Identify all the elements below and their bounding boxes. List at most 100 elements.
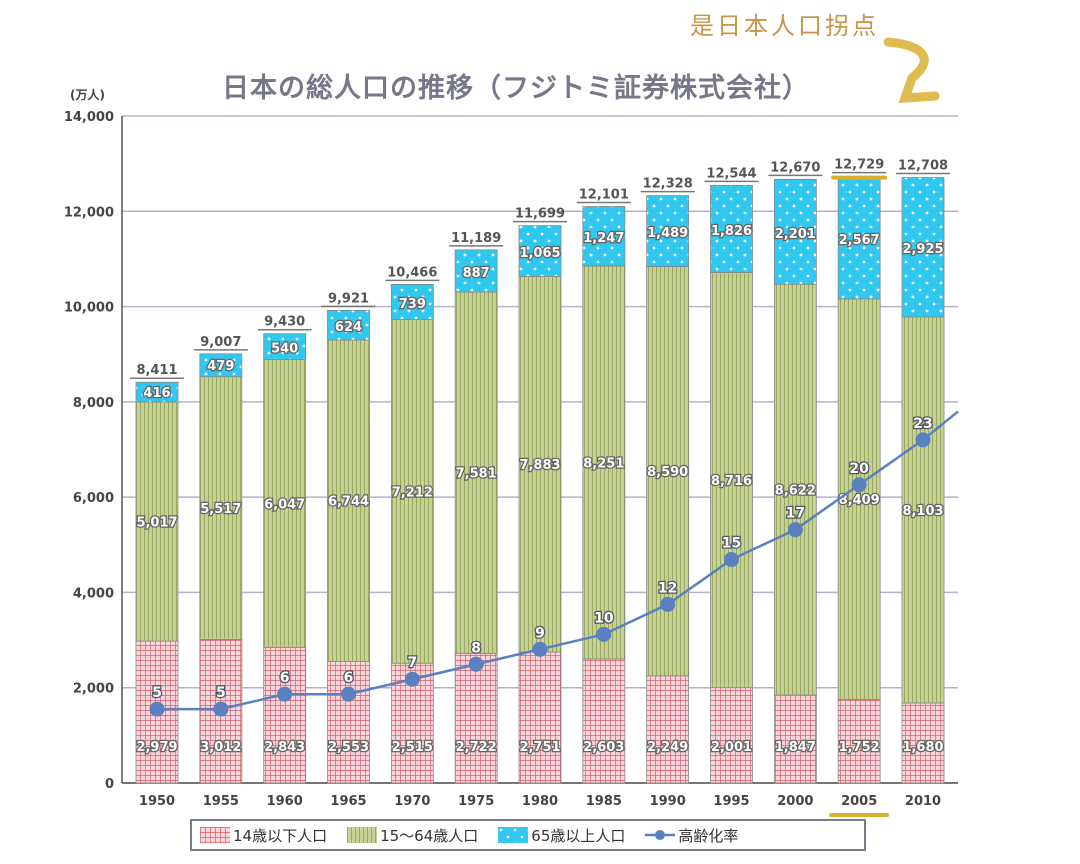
y-tick-label: 2,000 [73, 682, 114, 697]
bar-15-64 [135, 401, 179, 642]
chart-title: 日本の総人口の推移（フジトミ証券株式会社） [222, 73, 810, 104]
rate-label: 9 [535, 625, 545, 641]
legend-item-aging-rate: 高齢化率 [645, 825, 738, 846]
x-tick-label: 1955 [203, 794, 239, 809]
rate-point [724, 552, 739, 568]
data-label: 2,515 [392, 740, 433, 755]
bar-over65 [773, 178, 817, 285]
data-label: 2,001 [711, 740, 752, 755]
x-tick-label: 1965 [330, 794, 366, 809]
data-label: 5,517 [200, 502, 241, 517]
bar-under14 [710, 687, 753, 784]
annotation-arrow-icon [883, 37, 940, 103]
legend-item-over65: 65歳以上人口 [498, 825, 625, 846]
rate-point [277, 686, 293, 702]
legend: 14歳以下人口 15～64歳人口 65歳以上人口 高齢化率 [190, 819, 866, 851]
rate-label: 5 [216, 685, 226, 701]
data-label: 2,722 [456, 740, 497, 755]
bar-under14 [327, 660, 370, 784]
x-tick-label: 2010 [905, 794, 941, 809]
data-label: 2,567 [839, 233, 880, 248]
bar-15-64 [773, 283, 817, 696]
data-label: 2,925 [902, 242, 943, 257]
total-label: 12,729 [834, 158, 884, 173]
data-label: 416 [143, 386, 170, 401]
rate-label: 15 [722, 536, 741, 552]
rate-label: 6 [280, 670, 290, 686]
rate-line [157, 410, 959, 711]
bar-under14 [837, 699, 881, 784]
bar-over65 [646, 195, 690, 267]
bar-over65 [390, 283, 434, 320]
data-label: 8,590 [647, 465, 688, 480]
bar-under14 [582, 658, 626, 784]
total-label: 10,466 [387, 265, 437, 280]
data-label: 1,065 [519, 246, 560, 261]
data-label: 5,017 [136, 516, 177, 531]
data-label: 624 [335, 320, 362, 335]
x-tick-label: 1970 [394, 794, 430, 809]
legend-item-under14: 14歳以下人口 [200, 825, 327, 846]
rate-label: 20 [849, 461, 869, 477]
data-label: 2,603 [583, 740, 624, 755]
data-label: 7,883 [519, 458, 560, 473]
data-label: 7,212 [392, 485, 433, 500]
rate-point [915, 432, 931, 448]
bar-15-64 [199, 376, 243, 640]
x-tick-label: 1950 [139, 794, 175, 809]
data-label: 2,553 [328, 740, 369, 755]
legend-swatch-under14 [200, 827, 230, 843]
data-label: 479 [207, 359, 234, 374]
bar-over65 [263, 333, 307, 360]
bar-15-64 [263, 359, 307, 648]
y-axis-unit: (万人) [70, 88, 105, 102]
x-tick-label: 1980 [522, 794, 558, 809]
bar-15-64 [390, 319, 434, 664]
x-tick-label: 2005 [841, 794, 877, 809]
data-label: 1,826 [711, 224, 752, 239]
data-label: 3,012 [200, 740, 241, 755]
rate-label: 23 [913, 416, 932, 432]
data-label: 540 [271, 342, 298, 357]
total-label: 12,708 [898, 159, 948, 174]
bar-over65 [837, 176, 881, 300]
total-label: 8,411 [136, 363, 177, 378]
bar-over65 [901, 177, 945, 318]
total-label: 9,430 [264, 315, 305, 330]
total-label: 12,328 [643, 177, 693, 192]
data-label: 1,752 [839, 740, 880, 755]
x-tick-label: 1990 [650, 794, 686, 809]
bar-under14 [646, 675, 690, 784]
y-tick-label: 8,000 [73, 396, 114, 411]
bar-over65 [518, 225, 562, 277]
data-label: 7,581 [456, 467, 497, 482]
data-label: 1,680 [902, 740, 943, 755]
bar-under14 [518, 651, 562, 784]
legend-swatch-aging-rate [645, 830, 676, 840]
y-tick-label: 0 [105, 777, 114, 792]
x-tick-label: 1985 [586, 794, 622, 809]
bar-over65 [582, 206, 626, 267]
rate-label: 12 [658, 580, 677, 596]
bar-over65 [135, 381, 179, 403]
data-label: 2,751 [519, 740, 560, 755]
bar-15-64 [582, 265, 626, 660]
rate-point [660, 596, 676, 612]
data-label: 6,047 [264, 498, 305, 513]
legend-swatch-15-64 [347, 827, 378, 843]
data-label: 1,489 [647, 226, 688, 241]
rate-label: 17 [786, 506, 805, 522]
total-label: 12,670 [770, 160, 820, 175]
total-label: 11,699 [515, 207, 565, 222]
data-label: 2,249 [647, 740, 688, 755]
x-axis-ticks: 1950 1955 1960 1965 1970 1975 1980 1985 1990 1995… [139, 794, 941, 809]
legend-swatch-over65 [498, 827, 529, 843]
bar-15-64 [327, 339, 370, 662]
rate-label: 5 [152, 685, 162, 701]
data-label: 8,622 [775, 484, 816, 499]
bar-under14 [263, 647, 307, 784]
data-label: 1,847 [775, 740, 816, 755]
y-tick-label: 14,000 [64, 110, 114, 125]
bar-over65 [710, 185, 753, 273]
